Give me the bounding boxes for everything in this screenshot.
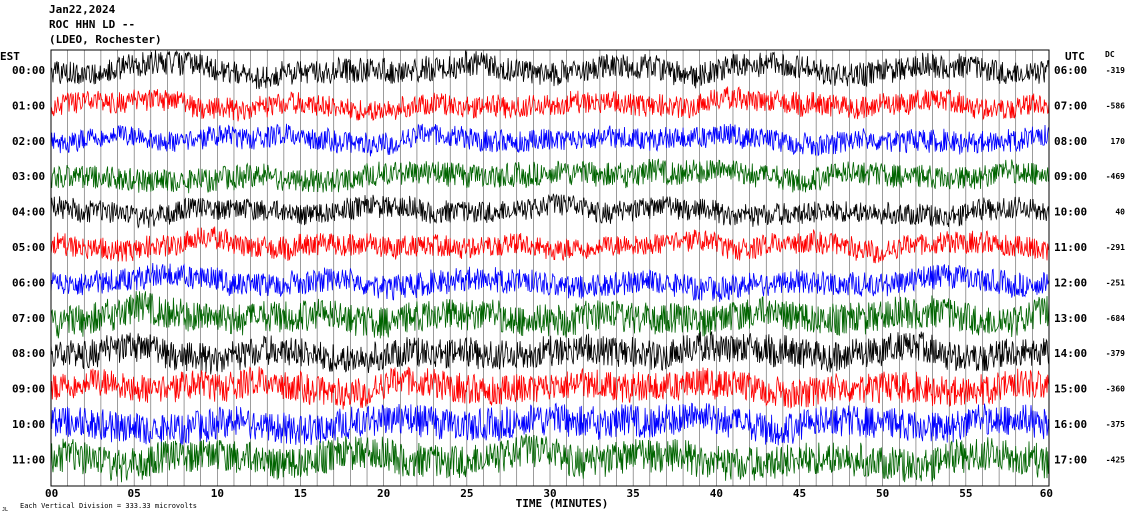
- dc-value: -360: [1106, 385, 1125, 394]
- vertical-division-note: Each Vertical Division = 333.33 microvol…: [20, 502, 197, 510]
- x-axis-label: TIME (MINUTES): [516, 497, 609, 510]
- est-tick-label: 09:00: [12, 383, 45, 396]
- x-tick-label: 20: [377, 487, 390, 500]
- chart-station: ROC HHN LD --: [49, 18, 136, 31]
- dc-value: -684: [1106, 314, 1125, 323]
- right-axis-label: UTC: [1065, 50, 1085, 63]
- est-tick-label: 11:00: [12, 453, 45, 466]
- x-tick-label: 05: [128, 487, 141, 500]
- trace-row-8: [50, 330, 1050, 375]
- utc-tick-label: 08:00: [1054, 135, 1087, 148]
- trace-row-5: [50, 226, 1050, 264]
- dc-value: -586: [1106, 101, 1125, 110]
- trace-row-3: [50, 158, 1050, 194]
- dc-value: 40: [1115, 208, 1125, 217]
- dc-value: -375: [1106, 420, 1125, 429]
- trace-row-2: [50, 123, 1050, 157]
- x-tick-label: 10: [211, 487, 224, 500]
- trace-row-11: [50, 433, 1050, 483]
- axis-labels: EST UTC DC 00:00 06:00 -319 01:00 07:00 -586 02:0…: [0, 50, 1125, 513]
- dc-value: -469: [1106, 172, 1125, 181]
- est-tick-label: 05:00: [12, 241, 45, 254]
- est-tick-label: 04:00: [12, 206, 45, 219]
- x-tick-label: 40: [710, 487, 723, 500]
- dc-label: DC: [1105, 50, 1115, 59]
- x-tick-label: 35: [627, 487, 640, 500]
- trace-row-0: [50, 50, 1050, 90]
- trace-row-9: [50, 366, 1050, 410]
- x-tick-label: 30: [543, 487, 556, 500]
- trace-row-1: [50, 86, 1050, 122]
- corner-mark: JL: [2, 507, 8, 513]
- dc-value: 170: [1111, 137, 1126, 146]
- utc-tick-label: 07:00: [1054, 99, 1087, 112]
- est-tick-label: 06:00: [12, 276, 45, 289]
- x-tick-label: 25: [460, 487, 473, 500]
- est-tick-label: 00:00: [12, 64, 45, 77]
- trace-row-7: [50, 291, 1050, 339]
- dc-value: -319: [1106, 66, 1125, 75]
- dc-value: -251: [1106, 278, 1125, 287]
- est-tick-label: 07:00: [12, 312, 45, 325]
- utc-tick-label: 16:00: [1054, 418, 1087, 431]
- trace-row-4: [50, 193, 1050, 229]
- trace-row-10: [50, 402, 1050, 447]
- utc-tick-label: 13:00: [1054, 312, 1087, 325]
- dc-value: -291: [1106, 243, 1125, 252]
- x-tick-label: 55: [959, 487, 972, 500]
- utc-tick-label: 06:00: [1054, 64, 1087, 77]
- utc-tick-label: 15:00: [1054, 383, 1087, 396]
- est-tick-label: 08:00: [12, 347, 45, 360]
- x-tick-label: 15: [294, 487, 307, 500]
- chart-date: Jan22,2024: [49, 3, 116, 16]
- utc-tick-label: 09:00: [1054, 170, 1087, 183]
- x-tick-label: 00: [45, 487, 58, 500]
- utc-tick-label: 12:00: [1054, 276, 1087, 289]
- est-tick-label: 03:00: [12, 170, 45, 183]
- utc-tick-label: 11:00: [1054, 241, 1087, 254]
- utc-tick-label: 17:00: [1054, 453, 1087, 466]
- traces: [50, 50, 1050, 483]
- est-tick-label: 10:00: [12, 418, 45, 431]
- x-tick-label: 50: [876, 487, 889, 500]
- x-tick-label: 60: [1040, 487, 1053, 500]
- plot-frame: [50, 49, 1050, 487]
- dc-value: -379: [1106, 349, 1125, 358]
- utc-tick-label: 10:00: [1054, 206, 1087, 219]
- left-axis-label: EST: [0, 50, 20, 63]
- trace-row-6: [50, 262, 1050, 302]
- est-tick-label: 02:00: [12, 135, 45, 148]
- x-tick-label: 45: [793, 487, 806, 500]
- dc-value: -425: [1106, 455, 1125, 464]
- chart-network: (LDEO, Rochester): [49, 33, 162, 46]
- est-tick-label: 01:00: [12, 99, 45, 112]
- utc-tick-label: 14:00: [1054, 347, 1087, 360]
